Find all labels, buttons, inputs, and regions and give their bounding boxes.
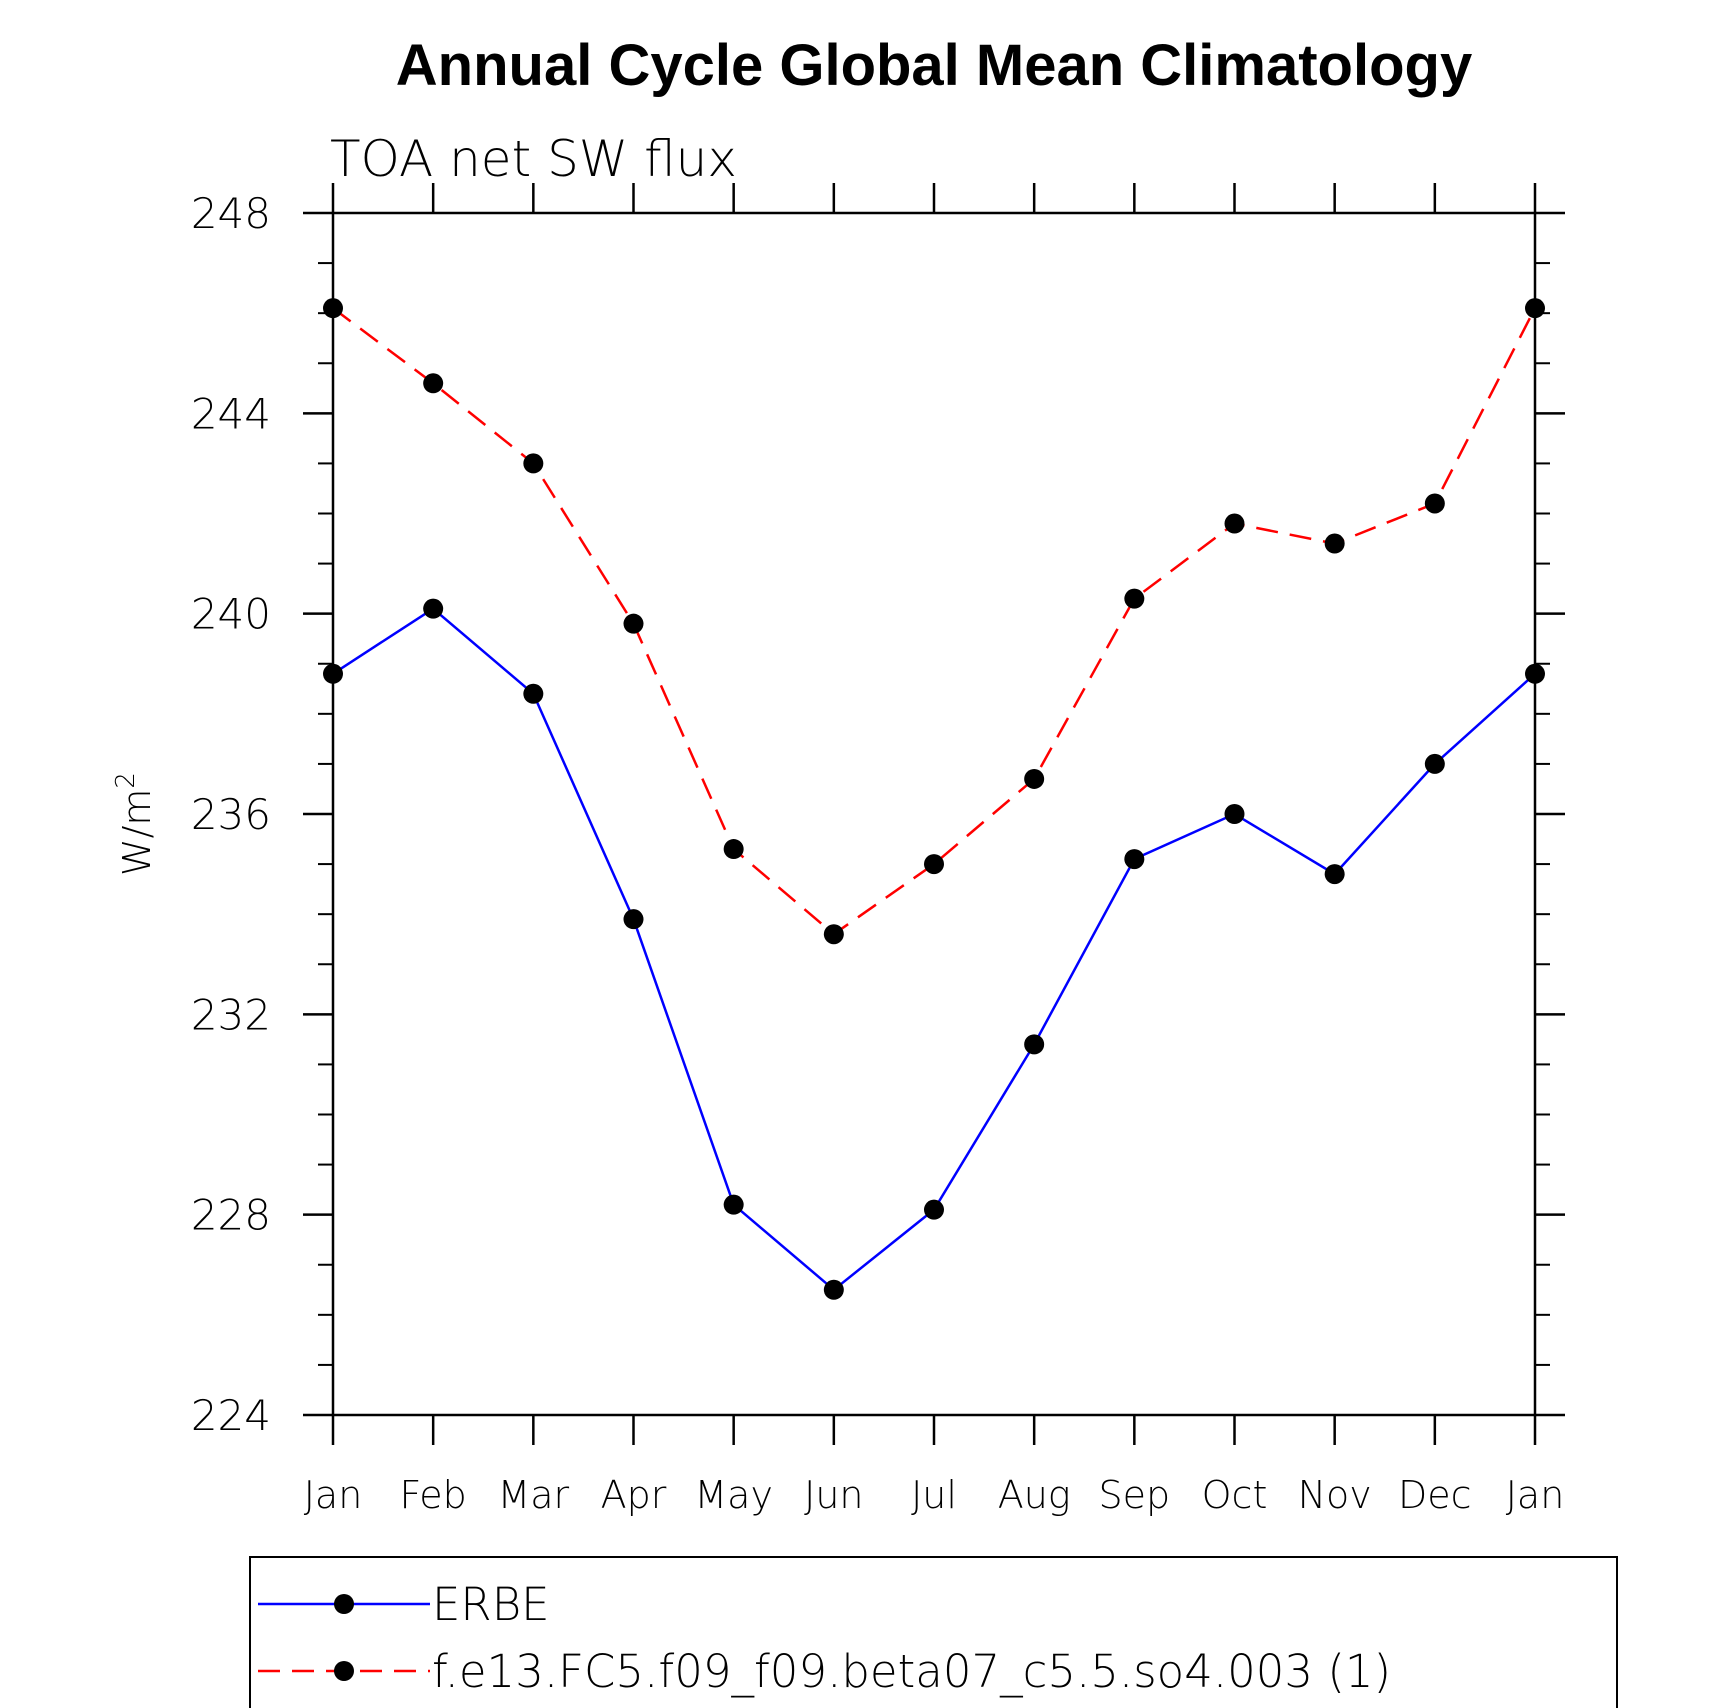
series-1-point <box>323 663 343 684</box>
x-tick-label: Mar <box>497 1473 569 1517</box>
series-1-point <box>623 909 644 930</box>
series-1-point <box>523 683 544 704</box>
series-layer <box>323 298 1545 1300</box>
series-2-point <box>1124 588 1145 609</box>
legend-marker-2 <box>334 1661 354 1681</box>
y-tick-label: 240 <box>191 590 271 639</box>
series-line-2 <box>332 307 1537 936</box>
legend: ERBE f.e13.FC5.f09_f09.beta07_c5.5.so4.00… <box>249 1556 1618 1708</box>
x-tick-label: Oct <box>1202 1473 1268 1517</box>
plot-axes <box>331 211 1537 1417</box>
y-axis-label-exponent: 2 <box>111 772 141 789</box>
series-1-point <box>924 1199 944 1220</box>
x-tick-label: May <box>694 1473 773 1517</box>
x-tick-label: Sep <box>1099 1473 1171 1517</box>
x-tick-label: Feb <box>400 1473 467 1517</box>
y-tick-label: 248 <box>191 189 271 238</box>
series-1-point <box>1224 804 1245 824</box>
series-2-point <box>623 613 644 634</box>
series-1-point <box>1024 1034 1045 1055</box>
series-1-point <box>723 1194 744 1215</box>
series-1-point <box>1324 864 1345 885</box>
series-2-point <box>823 924 844 945</box>
y-tick-label: 228 <box>191 1191 271 1240</box>
x-tick-label: Jul <box>911 1473 957 1517</box>
legend-box <box>249 1556 1618 1708</box>
series-2-point <box>323 298 343 319</box>
series-2-point <box>1224 513 1245 534</box>
series-line-1 <box>332 607 1536 1292</box>
series-1-point <box>423 598 444 619</box>
y-tick-label: 224 <box>191 1391 271 1440</box>
x-tick-label: Aug <box>998 1473 1071 1517</box>
legend-label-1: ERBE <box>432 1578 550 1631</box>
series-2-point <box>1525 298 1545 319</box>
y-axis-label: W/m2 <box>111 772 159 876</box>
chart-title: Annual Cycle Global Mean Climatology <box>396 33 1472 98</box>
series-2-point <box>423 373 444 394</box>
series-2-point <box>1424 493 1445 514</box>
chart-subtitle: TOA net SW flux <box>330 130 737 188</box>
x-axis-ticks: Jan Feb Mar Apr May Jun Jul Aug Sep Oct Nov Dec Jan <box>304 183 1565 1517</box>
series-2-point <box>1324 533 1345 554</box>
series-2-point <box>924 854 944 875</box>
plot-frame <box>331 211 1537 1417</box>
legend-marker-1 <box>334 1594 354 1614</box>
y-tick-label: 244 <box>191 389 271 438</box>
x-tick-label: Jan <box>304 1473 363 1517</box>
y-axis-label-unit: W/m <box>115 789 159 876</box>
series-1-point <box>1525 663 1545 684</box>
y-tick-label: 236 <box>191 790 271 839</box>
x-tick-label: Dec <box>1398 1473 1472 1517</box>
x-tick-label: Jan <box>1506 1473 1565 1517</box>
y-axis-ticks: 224 228 232 236 240 244 248 <box>191 189 1565 1440</box>
series-1-point <box>1124 849 1145 870</box>
series-2-point <box>1024 768 1045 789</box>
series-1-point <box>823 1279 844 1300</box>
legend-label-2: f.e13.FC5.f09_f09.beta07_c5.5.so4.003 (1… <box>432 1645 1391 1698</box>
x-tick-label: Apr <box>601 1473 667 1517</box>
x-tick-label: Jun <box>804 1473 863 1517</box>
series-1-point <box>1424 753 1445 774</box>
series-2-point <box>523 453 544 474</box>
series-2-point <box>723 839 744 860</box>
y-tick-label: 232 <box>191 990 271 1039</box>
x-tick-label: Nov <box>1298 1473 1372 1517</box>
